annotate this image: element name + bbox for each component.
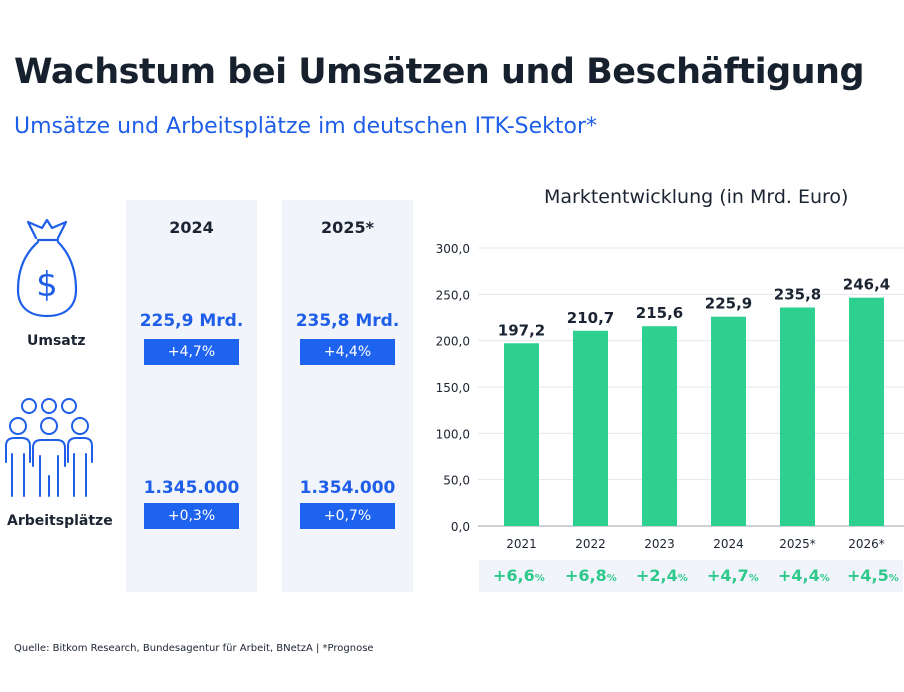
bar xyxy=(849,297,884,526)
x-tick-label: 2026* xyxy=(848,537,885,551)
bar-value-label: 235,8 xyxy=(774,285,821,303)
growth-2022: +6,8% xyxy=(565,566,617,585)
column-2025: 2025* 235,8 Mrd. +4,4% 1.354.000 +0,7% xyxy=(282,200,413,592)
bar xyxy=(642,326,677,526)
arbeitsplaetze-value-2024: 1.345.000 xyxy=(143,478,240,498)
bar xyxy=(711,316,746,526)
arbeitsplaetze-change-2025: +0,7% xyxy=(300,503,395,529)
row-label-arbeitsplaetze: Arbeitsplätze xyxy=(7,513,113,529)
y-tick-label: 0,0 xyxy=(451,520,470,534)
y-tick-label: 100,0 xyxy=(436,427,470,441)
x-tick-label: 2023 xyxy=(644,537,675,551)
y-tick-label: 300,0 xyxy=(436,242,470,256)
page-title: Wachstum bei Umsätzen und Beschäftigung xyxy=(14,52,865,92)
column-header-2024: 2024 xyxy=(169,218,214,237)
y-tick-label: 150,0 xyxy=(436,381,470,395)
umsatz-value-2024: 225,9 Mrd. xyxy=(139,311,244,331)
growth-2026: +4,5% xyxy=(847,566,899,585)
chart-title: Marktentwicklung (in Mrd. Euro) xyxy=(544,186,849,208)
money-bag-icon: $ xyxy=(16,218,78,318)
y-tick-label: 250,0 xyxy=(436,288,470,302)
bar xyxy=(573,330,608,526)
bar-value-label: 215,6 xyxy=(636,304,683,322)
bar xyxy=(780,307,815,526)
bar-chart: 0,0 50,0 100,0 150,0 200,0 250,0 300,0 197,2 202… xyxy=(436,242,904,551)
bar-value-label: 210,7 xyxy=(567,309,614,327)
arbeitsplaetze-change-2024: +0,3% xyxy=(144,503,239,529)
growth-2024: +4,7% xyxy=(707,566,759,585)
umsatz-value-2025: 235,8 Mrd. xyxy=(295,311,400,331)
x-tick-label: 2021 xyxy=(506,537,537,551)
growth-2023: +2,4% xyxy=(636,566,688,585)
umsatz-change-2025: +4,4% xyxy=(300,339,395,365)
umsatz-change-2024: +4,7% xyxy=(144,339,239,365)
x-tick-label: 2022 xyxy=(575,537,606,551)
growth-2025: +4,4% xyxy=(778,566,830,585)
growth-row: +6,6% +6,8% +2,4% +4,7% +4,4% +4,5% xyxy=(479,560,903,592)
people-group-icon xyxy=(5,398,93,497)
bar-value-label: 225,9 xyxy=(705,295,752,313)
bar xyxy=(504,343,539,526)
page-subtitle: Umsätze und Arbeitsplätze im deutschen I… xyxy=(14,114,598,139)
y-tick-label: 200,0 xyxy=(436,335,470,349)
bar-value-label: 246,4 xyxy=(843,276,890,294)
column-2024: 2024 225,9 Mrd. +4,7% 1.345.000 +0,3% xyxy=(126,200,257,592)
source-note: Quelle: Bitkom Research, Bundesagentur f… xyxy=(14,643,374,654)
x-tick-label: 2025* xyxy=(779,537,816,551)
column-header-2025: 2025* xyxy=(321,218,374,237)
row-label-umsatz: Umsatz xyxy=(27,333,86,349)
y-tick-label: 50,0 xyxy=(443,474,470,488)
bar-value-label: 197,2 xyxy=(498,321,545,339)
arbeitsplaetze-value-2025: 1.354.000 xyxy=(299,478,396,498)
growth-2021: +6,6% xyxy=(493,566,545,585)
x-tick-label: 2024 xyxy=(713,537,744,551)
svg-text:$: $ xyxy=(36,265,58,305)
